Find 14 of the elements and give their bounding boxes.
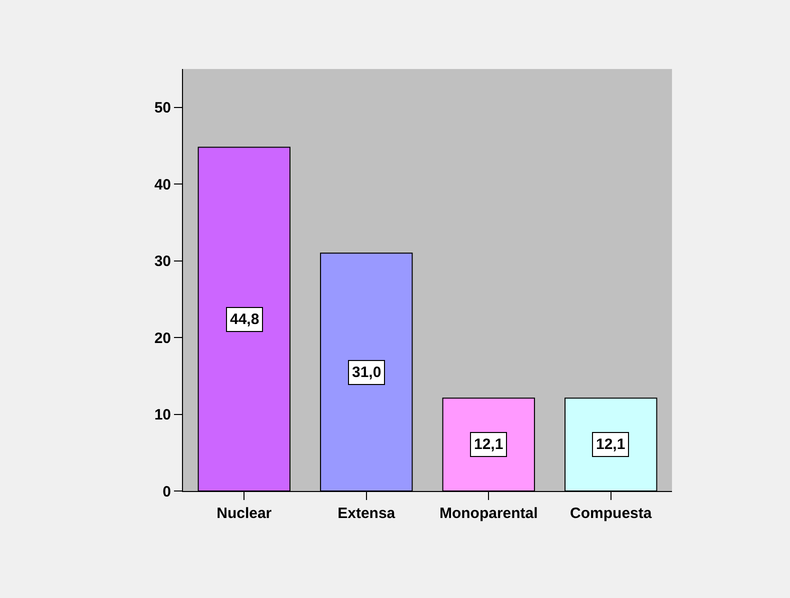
y-tick-label: 0 [162, 483, 171, 500]
x-tick-label: Nuclear [216, 505, 272, 522]
x-tick-label: Monoparental [439, 505, 538, 522]
x-tick-label: Compuesta [570, 505, 652, 522]
data-label: 12,1 [596, 436, 626, 453]
data-label: 44,8 [230, 311, 260, 328]
x-tick-label: Extensa [338, 505, 396, 522]
y-tick-label: 10 [154, 406, 171, 424]
y-tick-label: 30 [154, 253, 171, 270]
data-label: 12,1 [474, 436, 504, 453]
y-tick-label: 50 [154, 100, 171, 117]
y-tick-label: 40 [154, 176, 171, 194]
y-tick-label: 20 [154, 330, 171, 347]
data-label: 31,0 [352, 364, 382, 381]
